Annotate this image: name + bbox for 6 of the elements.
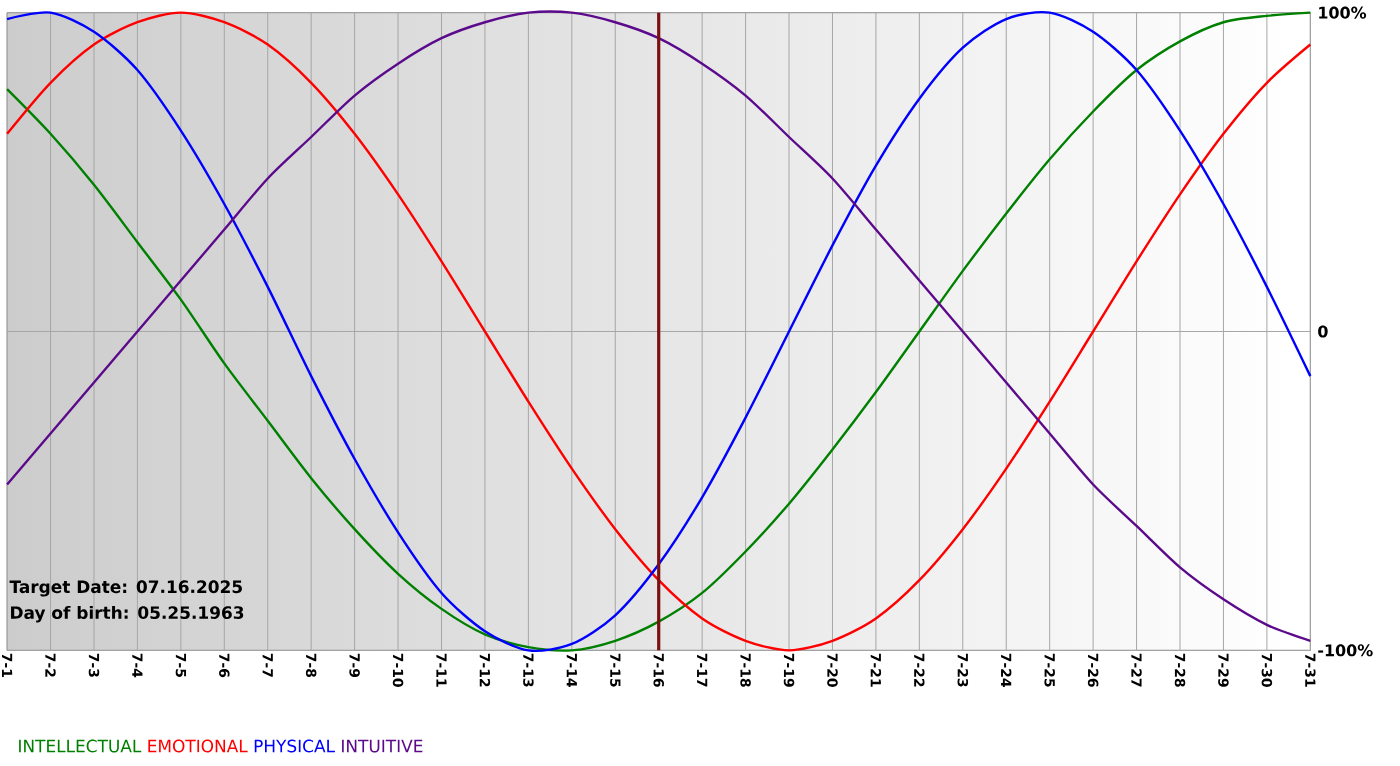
annotation: Day of birth: 05.25.1963: [11, 605, 244, 623]
annotation: Target Date: 07.16.2025: [9, 580, 242, 597]
text: PHYSICAL: [254, 739, 335, 753]
text: EMOTIONAL: [148, 739, 248, 753]
text: INTUITIVE: [342, 739, 423, 753]
text: INTELLECTUAL: [19, 739, 142, 753]
